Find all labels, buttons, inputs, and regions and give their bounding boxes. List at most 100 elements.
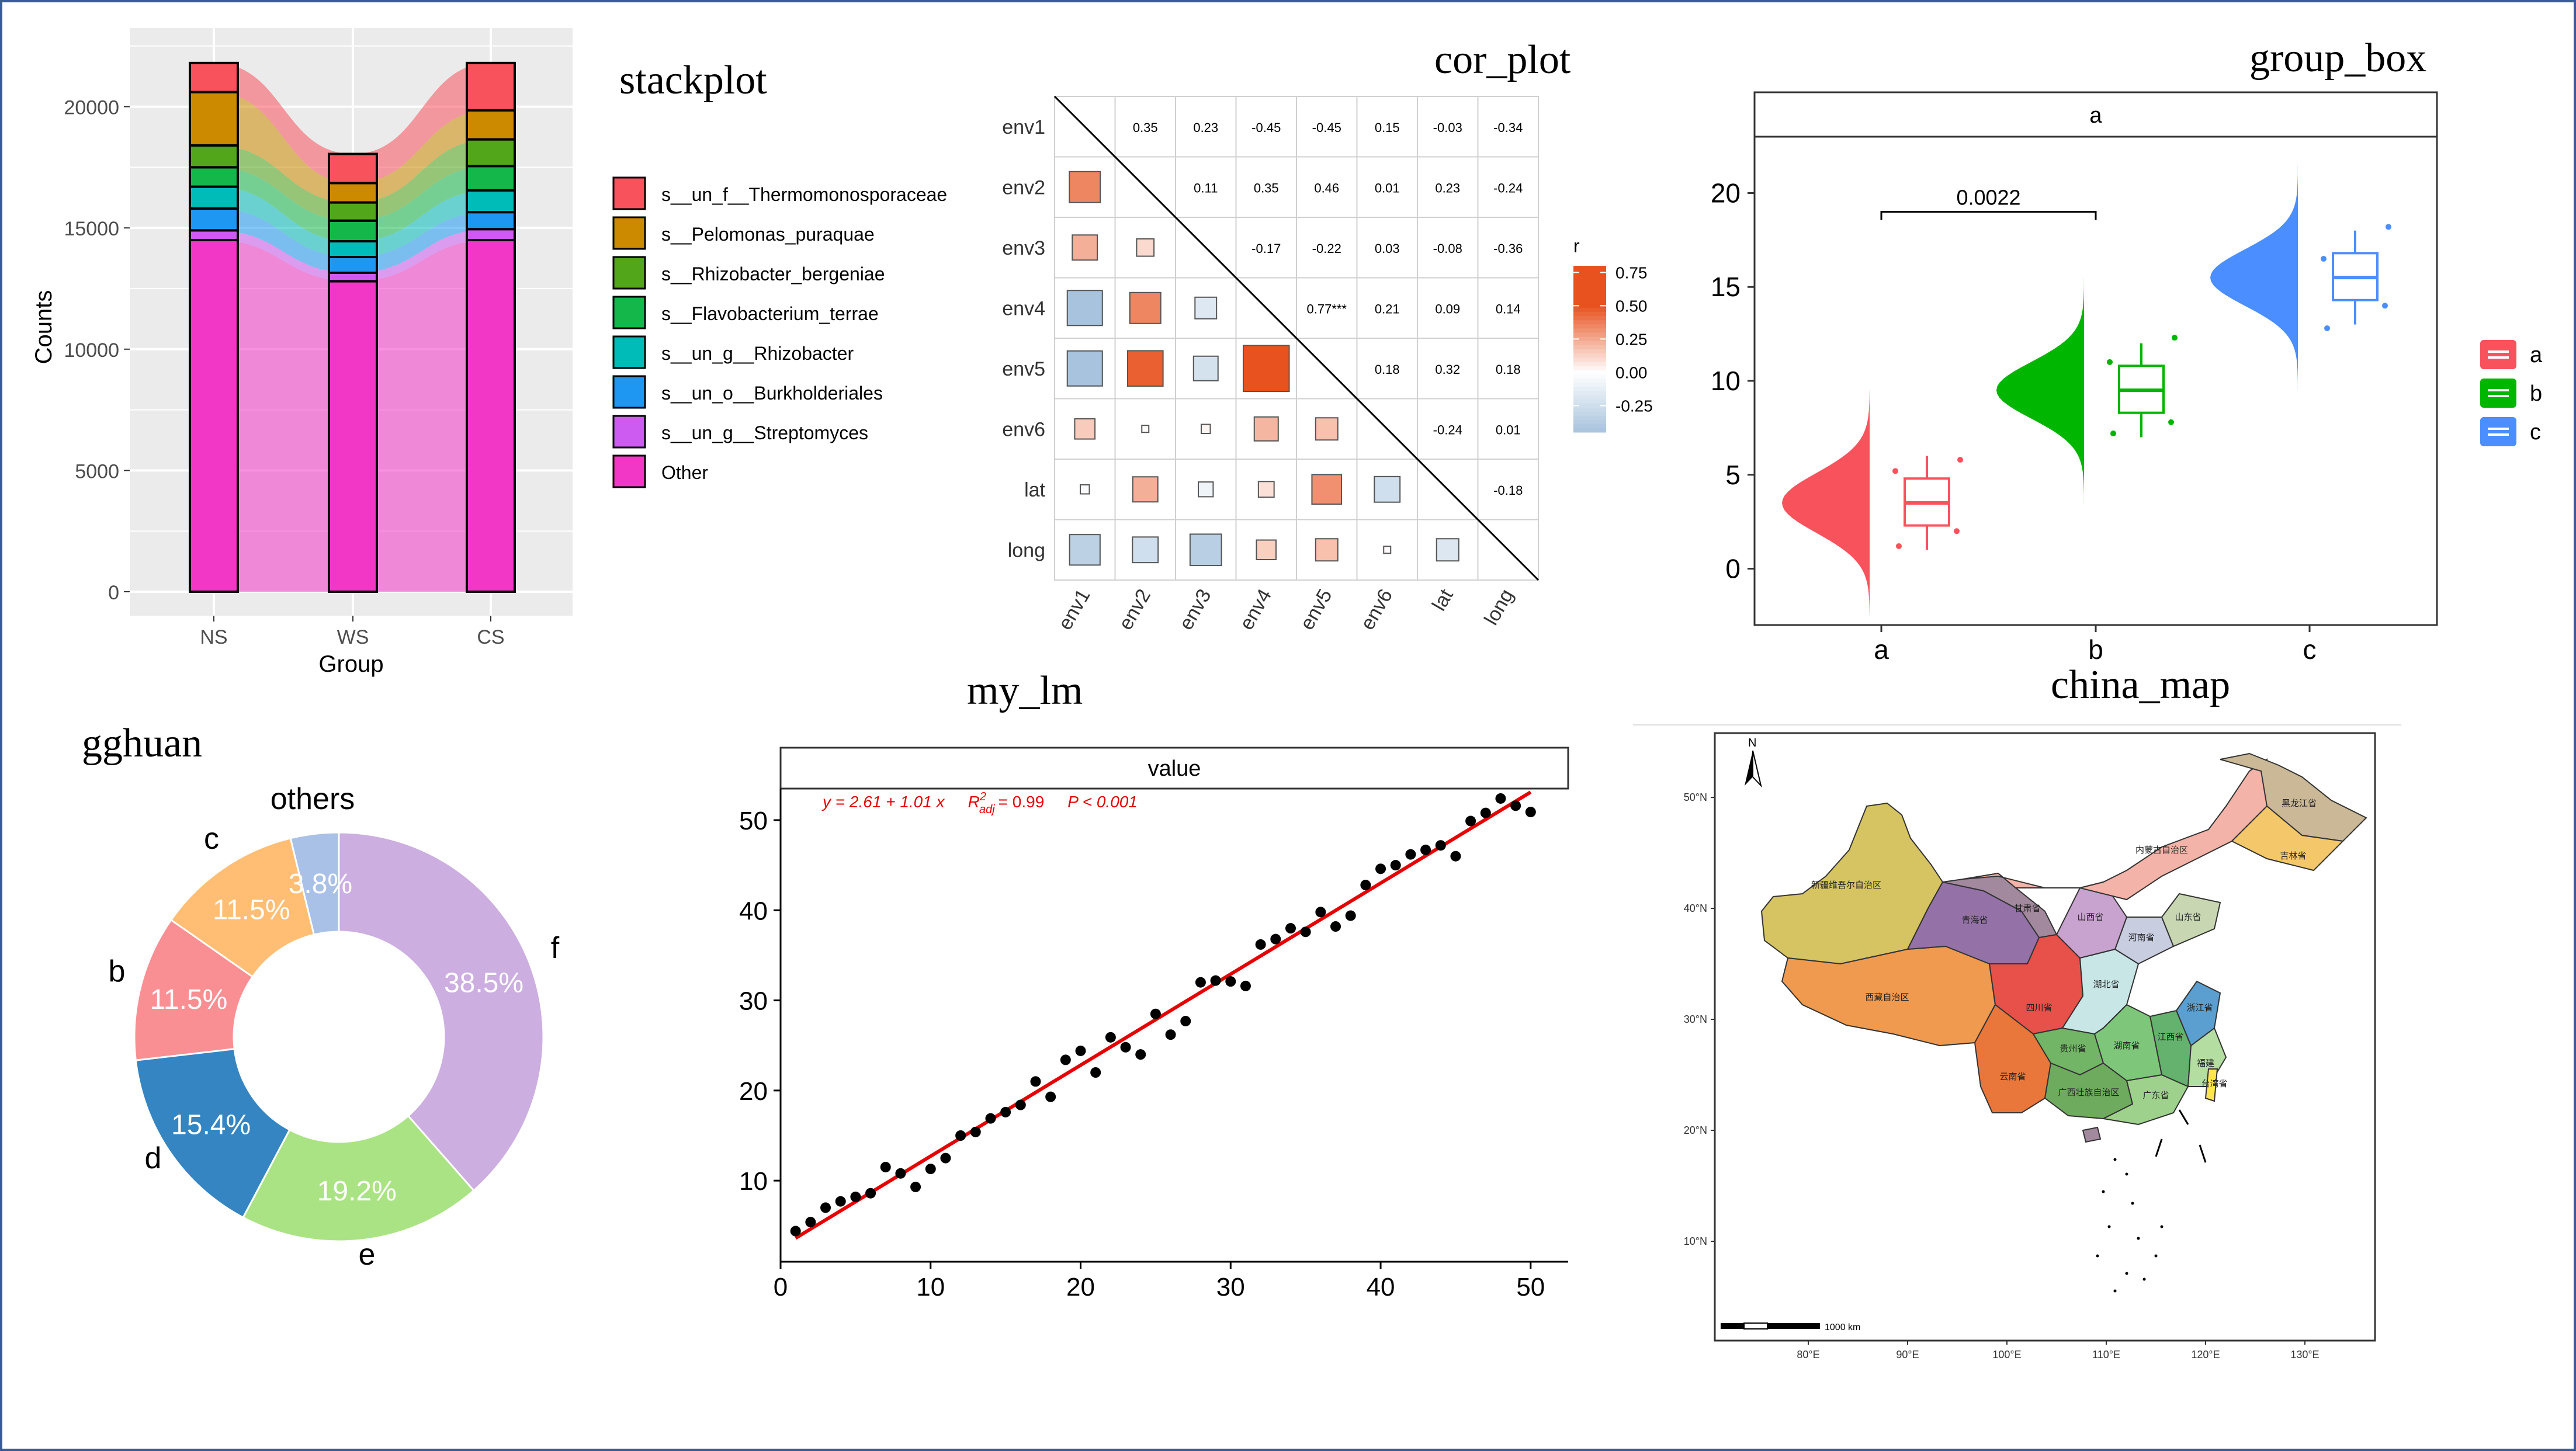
group-box-point-c [2386,224,2391,230]
region-heilongjiang [2220,752,2367,842]
cor-value-env3-env4: -0.17 [1251,241,1281,256]
donut-slice-c [169,837,316,978]
cor-value-env2-env6: 0.01 [1375,180,1400,195]
cor-value-env1-env4: -0.45 [1251,120,1281,135]
map-boundary-dash [2178,1109,2189,1125]
my-lm-point [850,1191,861,1202]
stackplot-bar-segment-s-rhizobacter-bergeniae [466,138,516,168]
stackplot-legend-swatch [612,415,646,449]
cor-square-env2-env1 [1069,171,1101,203]
map-region-label: 河南省 [2128,933,2154,943]
cor-grid-cell [1477,96,1539,158]
scale-bar-segment-1 [1721,1323,1744,1329]
my-lm-point [790,1226,801,1237]
cor-square-env5-env1 [1066,350,1103,387]
map-lon-label: 100°E [1992,1349,2021,1360]
map-region-label: 甘肃省 [2014,904,2040,914]
cor-value-env1-lat: -0.03 [1433,120,1462,135]
cor-square-env6-env5 [1315,417,1339,441]
my-lm-point [895,1168,906,1179]
my-lm-point [1240,980,1251,991]
cor-value-env5-long: 0.18 [1496,362,1521,377]
group-box-point-c [2324,325,2330,331]
cor-legend-color-step [1573,324,1606,329]
group-box-title: group_box [2249,36,2426,81]
cor-value-env3-long: -0.36 [1493,241,1523,256]
my-lm-point [1195,977,1206,988]
stackplot-bar-segment-s-flavobacterium-terrae [466,165,516,192]
cor-row-label-env3: env3 [1002,237,1045,259]
china-map-title: china_map [2051,662,2230,707]
map-region-label: 新疆维吾尔自治区 [1811,880,1881,890]
group-box-legend-label-b: b [2530,381,2542,406]
cor-value-env1-env5: -0.45 [1312,120,1341,135]
cor-legend-color-step [1573,278,1606,283]
map-lat-label: 10°N [1684,1235,1707,1247]
cor-value-env4-long: 0.14 [1496,301,1521,316]
map-region-label: 山西省 [2077,912,2103,922]
stackplot-title: stackplot [619,58,767,103]
my-lm-scatter-chart: value y = 2.61 + 1.01 x R2 adj = 0.99 P < 0.… [739,747,1569,1301]
stackplot-bar-segment-s-pelomonas-puraquae [328,182,378,204]
cor-legend-color-step [1573,374,1606,379]
stackplot-bar-segment-other [189,238,239,593]
map-scale-bar: 1000 km [1721,1322,1860,1332]
cor-legend-color-step [1573,307,1606,312]
cor-legend-color-step [1573,345,1606,349]
group-box-y-tick-label: 20 [1711,178,1741,208]
donut-slice-f [338,831,545,1192]
north-arrow: N [1745,737,1762,788]
cor-square-long-env6 [1383,546,1392,554]
stackplot-legend-label: s__un_g__Rhizobacter [661,343,854,364]
donut-label-b: b [109,954,126,988]
donut-percent-e: 19.2% [317,1176,397,1207]
my-lm-point [1285,923,1296,934]
my-lm-facet-label: value [1148,756,1201,781]
cor-value-env6-lat: -0.24 [1433,422,1462,437]
group-box-legend-label-c: c [2530,420,2541,445]
group-box-p-value: 0.0022 [1956,186,2020,210]
cor-square-long-env5 [1315,538,1339,562]
map-region-label: 广西壮族自治区 [2058,1088,2119,1098]
group-box-significance-bracket [1880,211,2097,220]
stackplot-legend-swatch [612,335,646,369]
cor-square-long-env2 [1132,536,1159,564]
cor-legend-color-step [1573,361,1606,366]
my-lm-point [940,1153,951,1164]
stackplot-bar-segment-s-un-g-rhizobacter [328,240,378,258]
map-region-label: 吉林省 [2280,851,2306,861]
stackplot-legend-label: s__Pelomonas_puraquae [661,224,875,245]
cor-grid-cell [1477,156,1539,218]
cor-grid-cell [1356,217,1418,279]
cor-square-env5-env4 [1242,345,1290,393]
my-lm-point [1015,1099,1026,1110]
my-lm-point [1030,1076,1041,1087]
cor-legend-color-step [1573,399,1606,404]
cor-legend-color-step [1573,332,1606,337]
map-region-label: 福建 [2197,1058,2214,1068]
map-island [2142,1278,2146,1281]
my-lm-point [1450,851,1461,862]
stackplot-bar-segment-s-un-f-thermomonosporaceae [328,152,378,185]
my-lm-y-tick-label: 30 [739,987,768,1016]
cor-legend-color-step [1573,419,1606,425]
my-lm-point [1390,860,1401,871]
my-lm-point [1375,863,1386,874]
my-lm-point [1360,880,1371,891]
my-lm-point [985,1113,996,1124]
my-lm-x-tick-label: 10 [916,1273,945,1301]
map-lat-label: 30°N [1684,1013,1707,1025]
cor-square-long-env1 [1069,534,1101,566]
stackplot-bar-segment-s-un-f-thermomonosporaceae [189,61,239,93]
cor-value-env1-env2: 0.35 [1133,120,1158,135]
cor-square-lat-env5 [1311,474,1343,505]
my-lm-point [1465,815,1476,827]
map-lat-label: 20°N [1684,1124,1707,1136]
map-island [2125,1272,2128,1275]
my-lm-x-tick-label: 40 [1367,1273,1395,1301]
map-island [2113,1289,2117,1293]
region-zhejiang [2175,980,2221,1047]
my-lm-point [1060,1054,1071,1065]
group-box-x-tick-label: b [2088,634,2103,665]
my-lm-point [880,1162,891,1172]
